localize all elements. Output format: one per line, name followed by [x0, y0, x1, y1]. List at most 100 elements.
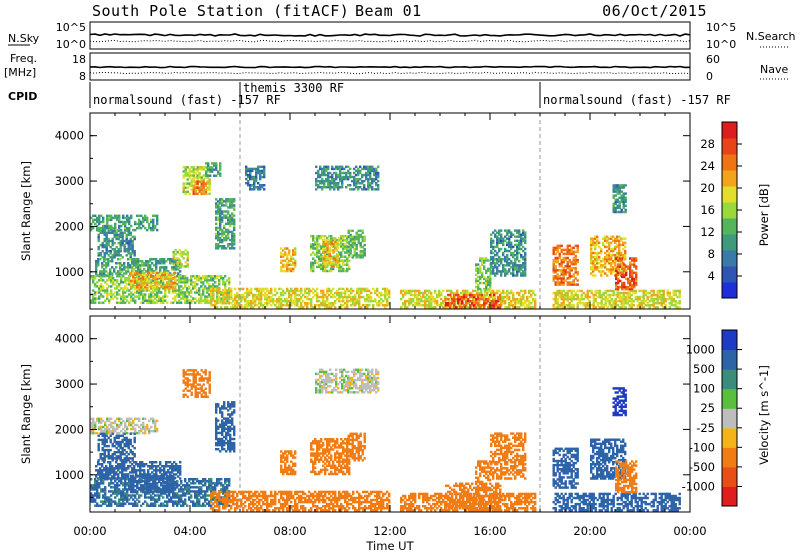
scatter-cell: [556, 297, 559, 301]
scatter-cell: [608, 299, 611, 303]
scatter-cell: [629, 285, 632, 289]
scatter-cell: [246, 293, 249, 297]
scatter-cell: [570, 250, 573, 254]
scatter-cell: [479, 281, 482, 285]
scatter-cell: [623, 273, 626, 277]
scatter-cell: [335, 177, 338, 181]
scatter-cell: [186, 257, 189, 260]
scatter-cell: [99, 270, 102, 273]
scatter-cell: [562, 256, 565, 260]
scatter-cell: [606, 268, 609, 271]
scatter-cell: [290, 289, 293, 293]
scatter-cell: [127, 241, 130, 245]
scatter-cell: [484, 295, 487, 299]
scatter-cell: [678, 295, 681, 299]
scatter-cell: [608, 304, 611, 307]
scatter-cell: [660, 295, 663, 299]
scatter-cell: [596, 289, 599, 293]
scatter-cell: [512, 264, 515, 267]
scatter-cell: [324, 250, 327, 254]
scatter-cell: [627, 277, 630, 281]
scatter-cell: [610, 262, 613, 265]
scatter-cell: [426, 299, 429, 303]
scatter-cell: [562, 277, 565, 280]
scatter-cell: [178, 299, 181, 302]
scatter-cell: [604, 266, 607, 269]
scatter-cell: [516, 239, 519, 243]
scatter-cell: [361, 250, 364, 253]
scatter-cell: [206, 299, 209, 302]
scatter-cell: [324, 295, 327, 299]
scatter-cell: [173, 268, 176, 271]
scatter-cell: [341, 184, 344, 187]
scatter-cell: [578, 289, 581, 293]
scatter-cell: [455, 293, 458, 297]
scatter-cell: [220, 291, 223, 295]
scatter-cell: [461, 302, 464, 305]
scatter-cell: [625, 285, 628, 289]
scatter-cell: [628, 299, 631, 303]
scatter-cell: [522, 289, 525, 293]
scatter-cell: [457, 302, 460, 305]
scatter-cell: [554, 283, 557, 286]
scatter-cell: [552, 267, 555, 270]
scatter-cell: [341, 179, 344, 183]
scatter-cell: [90, 429, 93, 433]
scatter-cell: [616, 186, 619, 189]
scatter-cell: [104, 429, 107, 433]
scatter-cell: [622, 241, 625, 245]
scatter-cell: [654, 297, 657, 301]
scatter-cell: [282, 291, 285, 295]
scatter-cell: [621, 265, 624, 268]
scatter-cell: [212, 304, 215, 307]
scatter-cell: [139, 270, 142, 273]
scatter-cell: [344, 235, 347, 238]
scatter-cell: [618, 239, 621, 243]
scatter-cell: [622, 247, 625, 251]
scatter-cell: [130, 421, 133, 425]
scatter-cell: [150, 295, 153, 298]
scatter-cell: [628, 289, 631, 293]
scatter-cell: [494, 297, 497, 301]
scatter-cell: [140, 301, 143, 304]
scatter-cell: [598, 291, 601, 295]
scatter-cell: [118, 419, 121, 423]
scatter-cell: [342, 239, 345, 242]
scatter-cell: [386, 289, 389, 293]
scatter-cell: [475, 265, 478, 268]
scatter-cell: [618, 184, 621, 187]
scatter-cell: [124, 220, 127, 224]
scatter-cell: [282, 259, 285, 262]
scatter-cell: [358, 299, 361, 303]
scatter-cell: [94, 285, 97, 288]
scatter-cell: [249, 186, 252, 189]
scatter-cell: [318, 243, 321, 246]
scatter-cell: [654, 306, 657, 309]
scatter-cell: [342, 269, 345, 273]
scatter-cell: [334, 259, 337, 262]
scatter-cell: [346, 249, 349, 252]
scatter-cell: [566, 306, 569, 309]
scatter-cell: [240, 287, 243, 291]
scatter-cell: [344, 243, 347, 246]
scatter-cell: [110, 295, 113, 298]
scatter-cell: [339, 175, 342, 179]
scatter-cell: [594, 293, 597, 297]
scatter-cell: [422, 293, 425, 297]
scatter-cell: [616, 190, 619, 193]
scatter-cell: [562, 248, 565, 252]
scatter-cell: [674, 306, 677, 309]
scatter-cell: [512, 291, 515, 295]
scatter-cell: [182, 166, 185, 169]
scatter-cell: [568, 271, 571, 274]
scatter-cell: [286, 302, 289, 305]
scatter-cell: [94, 277, 97, 280]
scatter-cell: [534, 297, 537, 301]
scatter-cell: [174, 283, 177, 287]
scatter-cell: [554, 256, 557, 260]
scatter-cell: [416, 289, 419, 293]
scatter-cell: [190, 174, 193, 177]
scatter-cell: [510, 302, 513, 305]
scatter-cell: [300, 291, 303, 295]
scatter-cell: [215, 204, 218, 207]
